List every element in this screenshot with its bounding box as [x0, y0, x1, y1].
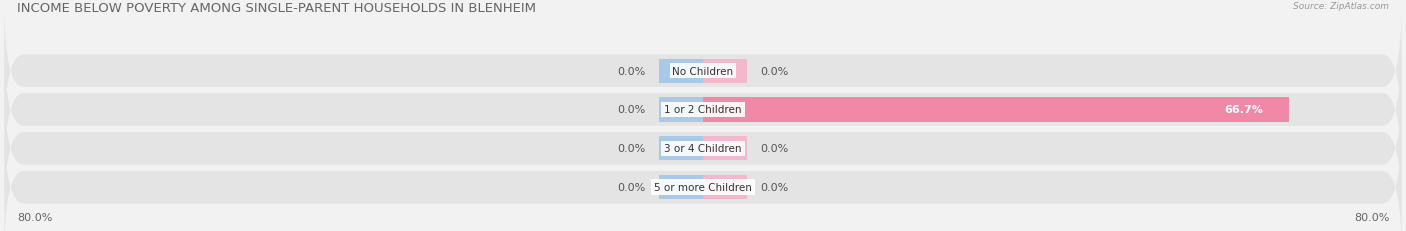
Text: 80.0%: 80.0%	[1354, 212, 1389, 222]
FancyBboxPatch shape	[4, 3, 1402, 140]
Bar	[703, 59, 747, 83]
Text: 0.0%: 0.0%	[761, 66, 789, 76]
Bar	[703, 98, 1289, 122]
Bar	[703, 175, 747, 199]
Text: 0.0%: 0.0%	[617, 105, 645, 115]
Bar	[703, 137, 747, 161]
Bar	[659, 59, 703, 83]
Bar	[659, 98, 703, 122]
Text: 66.7%: 66.7%	[1223, 105, 1263, 115]
Bar	[659, 137, 703, 161]
Text: 0.0%: 0.0%	[617, 66, 645, 76]
Text: 80.0%: 80.0%	[17, 212, 52, 222]
Text: No Children: No Children	[672, 66, 734, 76]
Text: 0.0%: 0.0%	[761, 144, 789, 154]
Text: 5 or more Children: 5 or more Children	[654, 182, 752, 192]
Text: 0.0%: 0.0%	[617, 144, 645, 154]
FancyBboxPatch shape	[4, 80, 1402, 218]
Bar	[659, 175, 703, 199]
Text: 0.0%: 0.0%	[761, 182, 789, 192]
Text: 1 or 2 Children: 1 or 2 Children	[664, 105, 742, 115]
Text: INCOME BELOW POVERTY AMONG SINGLE-PARENT HOUSEHOLDS IN BLENHEIM: INCOME BELOW POVERTY AMONG SINGLE-PARENT…	[17, 2, 536, 15]
Text: 0.0%: 0.0%	[617, 182, 645, 192]
Text: 3 or 4 Children: 3 or 4 Children	[664, 144, 742, 154]
FancyBboxPatch shape	[4, 41, 1402, 179]
Text: Source: ZipAtlas.com: Source: ZipAtlas.com	[1294, 2, 1389, 11]
FancyBboxPatch shape	[4, 119, 1402, 231]
